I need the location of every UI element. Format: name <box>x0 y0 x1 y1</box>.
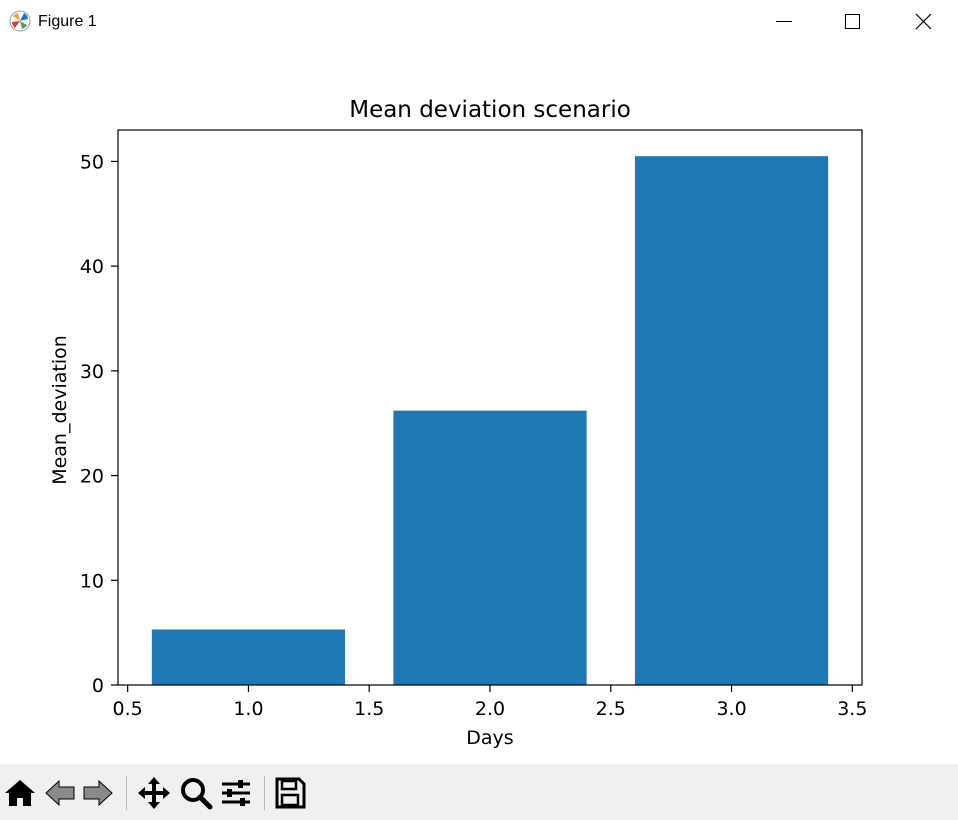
close-icon <box>915 13 932 30</box>
x-tick-label: 3.5 <box>837 698 867 720</box>
figure-canvas[interactable]: 0.5 1.0 1.5 2.0 2.5 3.0 3.5 0 10 20 30 40 50 Mean d… <box>0 44 958 764</box>
close-button[interactable] <box>900 0 946 44</box>
y-tick-label: 0 <box>92 675 104 697</box>
pan-button[interactable] <box>136 775 172 811</box>
maximize-icon <box>845 14 860 29</box>
back-icon <box>45 779 75 807</box>
bar-1 <box>151 629 346 685</box>
configure-subplots-icon <box>222 780 250 806</box>
y-tick-label: 20 <box>80 466 104 488</box>
x-tick-label: 1.5 <box>354 698 384 720</box>
x-tick-label: 3.0 <box>716 698 746 720</box>
maximize-button[interactable] <box>830 0 876 44</box>
y-tick-label: 40 <box>80 256 104 278</box>
window-titlebar: Figure 1 <box>0 0 958 44</box>
zoom-icon <box>181 778 213 810</box>
save-icon <box>275 777 306 809</box>
chart-title: Mean deviation scenario <box>349 97 631 123</box>
forward-button[interactable] <box>80 775 116 811</box>
y-tick-label: 50 <box>80 151 104 173</box>
home-button[interactable] <box>2 775 38 811</box>
x-tick-label: 1.0 <box>233 698 263 720</box>
save-button[interactable] <box>272 775 308 811</box>
y-tick-label: 10 <box>80 570 104 592</box>
bar-chart: 0.5 1.0 1.5 2.0 2.5 3.0 3.5 0 10 20 30 40 50 Mean d… <box>49 97 867 749</box>
x-tick-label: 2.0 <box>475 698 505 720</box>
bar-3 <box>634 156 829 685</box>
forward-icon <box>83 779 113 807</box>
x-axis-label: Days <box>466 727 513 749</box>
x-axis-ticks: 0.5 1.0 1.5 2.0 2.5 3.0 3.5 <box>113 685 867 720</box>
zoom-button[interactable] <box>178 775 214 811</box>
home-icon <box>5 780 35 806</box>
bars-group <box>151 156 829 685</box>
toolbar-separator <box>126 776 127 810</box>
bar-2 <box>393 410 587 685</box>
back-button[interactable] <box>42 775 78 811</box>
y-tick-label: 30 <box>80 361 104 383</box>
y-axis-label: Mean_deviation <box>49 335 71 485</box>
x-tick-label: 2.5 <box>596 698 626 720</box>
configure-subplots-button[interactable] <box>218 775 254 811</box>
matplotlib-logo-icon <box>9 10 31 32</box>
toolbar-separator <box>264 776 265 810</box>
window-title: Figure 1 <box>38 13 97 30</box>
y-axis-ticks: 0 10 20 30 40 50 <box>80 151 118 697</box>
x-tick-label: 0.5 <box>113 698 143 720</box>
minimize-icon <box>776 21 792 22</box>
minimize-button[interactable] <box>761 0 807 44</box>
pan-icon <box>138 777 170 809</box>
